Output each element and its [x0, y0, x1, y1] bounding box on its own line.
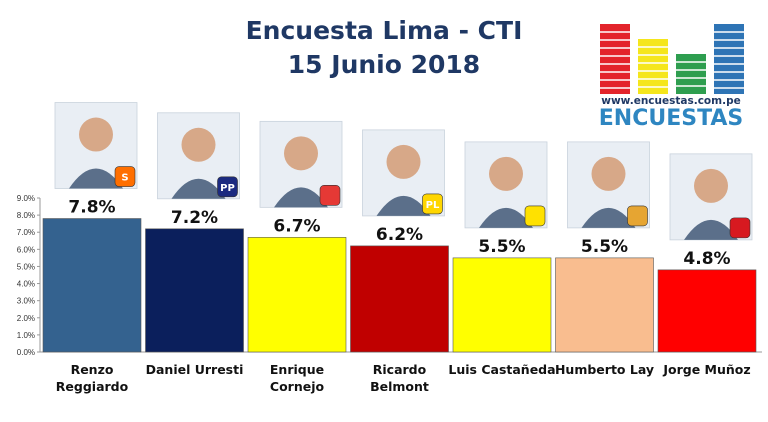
logo-url: www.encuestas.com.pe [601, 95, 741, 107]
data-label: 7.2% [171, 208, 218, 228]
y-tick-label: 2.0% [17, 314, 35, 323]
data-label: 4.8% [683, 249, 730, 269]
party-logo-text: S [121, 173, 128, 184]
logo-bar [676, 54, 706, 94]
encuestas-logo: www.encuestas.com.pe ENCUESTAS [596, 18, 746, 133]
y-tick-label: 4.0% [17, 280, 35, 289]
party-logo-text: PP [220, 183, 235, 194]
candidate-photo [362, 129, 445, 217]
x-tick-label: Cornejo [270, 379, 325, 394]
peru-flag-logo-icon [729, 217, 751, 239]
x-tick-label: Daniel Urresti [146, 362, 244, 377]
house-logo-icon [319, 185, 341, 206]
data-label: 7.8% [68, 198, 115, 218]
bar [42, 218, 142, 353]
y-tick-label: 0.0% [17, 348, 35, 357]
y-tick-label: 5.0% [17, 262, 35, 271]
x-tick-label: Ricardo [373, 362, 427, 377]
y-tick-label: 6.0% [17, 245, 35, 254]
y-tick-label: 1.0% [17, 331, 35, 340]
x-tick-label: Jorge Muñoz [662, 362, 750, 377]
y-tick-label: 9.0% [17, 194, 35, 203]
candidate-photo [157, 112, 240, 200]
chart-title: Encuesta Lima - CTI 15 Junio 2018 [0, 14, 768, 82]
bar [657, 269, 757, 353]
x-tick-label: Belmont [370, 379, 429, 394]
bars-logo-icon [600, 24, 744, 94]
solidaridad-logo-icon [524, 205, 546, 227]
title-line-2: 15 Junio 2018 [287, 50, 481, 79]
logo-bar [714, 24, 744, 94]
bar [247, 237, 347, 353]
x-tick-label: Enrique [270, 362, 324, 377]
x-tick-label: Humberto Lay [555, 362, 654, 377]
party-logo-text: PL [426, 200, 440, 211]
bar [350, 245, 449, 353]
x-tick-label: Luis Castañeda [448, 362, 555, 377]
y-tick-label: 8.0% [17, 211, 35, 220]
data-label: 5.5% [478, 237, 525, 257]
logo-bar [600, 24, 630, 94]
y-tick-label: 7.0% [17, 228, 35, 237]
wheat-logo-icon [627, 205, 648, 227]
x-tick-label: Reggiardo [56, 379, 129, 394]
data-label: 6.7% [273, 216, 320, 236]
x-tick-label: Renzo [71, 362, 114, 377]
logo-bar [638, 39, 668, 94]
data-label: 5.5% [581, 237, 628, 257]
party-s-logo-icon: S [114, 166, 136, 187]
logo-brand: ENCUESTAS [598, 106, 744, 131]
bar [555, 257, 654, 353]
bar [145, 228, 244, 353]
data-label: 6.2% [376, 225, 423, 245]
podemos-logo-icon: PP [217, 176, 238, 198]
y-tick-label: 3.0% [17, 297, 35, 306]
bar [452, 257, 552, 353]
pl-logo-icon: PL [422, 193, 443, 215]
title-line-1: Encuesta Lima - CTI [245, 16, 523, 45]
